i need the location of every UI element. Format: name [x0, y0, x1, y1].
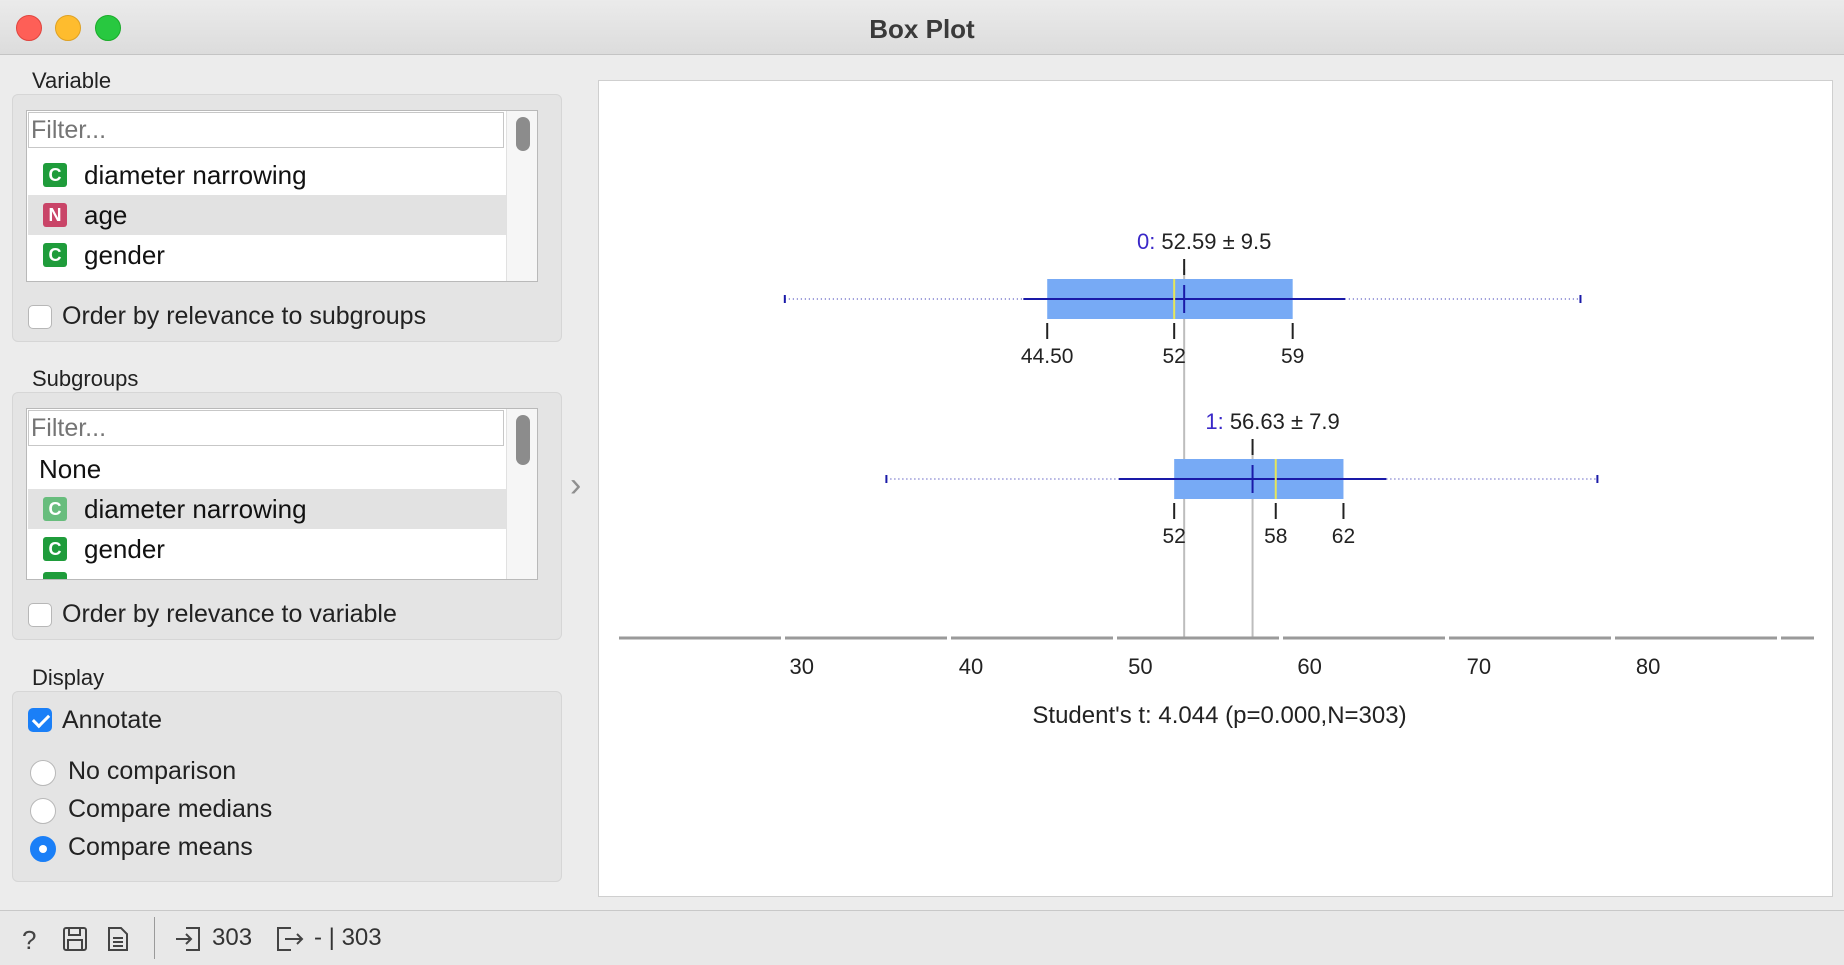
list-item-label: age [84, 200, 128, 230]
maximize-window-button[interactable] [95, 15, 121, 41]
display-group-box [12, 691, 562, 882]
x-tick-label: 40 [959, 654, 983, 679]
annotate-label: Annotate [62, 706, 163, 734]
input-data-icon [176, 927, 200, 951]
categorical-type-icon: C [43, 243, 67, 267]
variable-item-diameter-narrowing[interactable]: C diameter narrowing [28, 155, 506, 195]
subgroups-list-scroll-thumb[interactable] [516, 415, 530, 465]
quartile-label: 58 [1264, 525, 1287, 548]
input-count: 303 [212, 924, 253, 951]
compare-medians-label: Compare medians [68, 795, 273, 823]
numeric-type-icon: N [43, 203, 67, 227]
categorical-type-icon: C [43, 497, 67, 521]
report-icon[interactable] [106, 926, 130, 952]
variable-item-gender[interactable]: C gender [28, 235, 506, 275]
status-separator [154, 917, 155, 959]
annotate-checkbox[interactable] [28, 708, 52, 732]
variable-list[interactable]: C diameter narrowing N age C gender [26, 110, 538, 282]
list-item-label: diameter narrowing [84, 494, 307, 524]
subgroups-section-label: Subgroups [32, 366, 139, 391]
compare-means-radio[interactable] [30, 836, 56, 862]
list-item-label: None [39, 454, 102, 484]
order-by-relevance-variable-checkbox[interactable] [28, 603, 52, 627]
subgroups-filter-input[interactable] [28, 410, 504, 446]
x-tick-label: 70 [1467, 654, 1491, 679]
collapse-panel-chevron-icon[interactable]: › [570, 466, 582, 504]
x-tick-label: 30 [790, 654, 814, 679]
order-by-relevance-subgroups-label: Order by relevance to subgroups [62, 302, 427, 330]
group-mean-sd: 52.59 ± 9.5 [1155, 229, 1271, 254]
subgroup-item-gender[interactable]: C gender [28, 529, 506, 569]
categorical-type-icon: C [43, 163, 67, 187]
close-window-button[interactable] [16, 15, 42, 41]
minimize-window-button[interactable] [55, 15, 81, 41]
save-icon[interactable] [62, 926, 88, 952]
compare-medians-radio[interactable] [30, 798, 56, 824]
help-icon[interactable]: ? [22, 925, 37, 955]
subgroup-item-diameter-narrowing[interactable]: C diameter narrowing [28, 489, 506, 529]
variable-item-age[interactable]: N age [28, 195, 506, 235]
output-data-icon [277, 927, 304, 951]
variable-list-scrollbar[interactable] [506, 111, 537, 281]
x-tick-label: 80 [1636, 654, 1660, 679]
title-bar: Box Plot [0, 0, 1844, 55]
categorical-type-icon [43, 572, 67, 579]
categorical-type-icon: C [43, 537, 67, 561]
compare-means-label: Compare means [68, 833, 253, 861]
quartile-label: 59 [1281, 345, 1304, 368]
subgroups-list-scrollbar[interactable] [506, 409, 537, 579]
quartile-label: 44.50 [1021, 345, 1074, 368]
subgroups-list[interactable]: None C diameter narrowing C gender [26, 408, 538, 580]
x-tick-label: 60 [1297, 654, 1321, 679]
order-by-relevance-subgroups-checkbox[interactable] [28, 305, 52, 329]
group-label: 0: [1137, 229, 1155, 254]
group-mean-sd: 56.63 ± 7.9 [1224, 409, 1340, 434]
list-item-label: gender [84, 240, 165, 270]
list-item-label: gender [84, 534, 165, 564]
status-bar: ? 303 - | 303 [0, 910, 1844, 965]
group-label: 1: [1205, 409, 1223, 434]
group-annotation: 0: 52.59 ± 9.5 [1137, 229, 1271, 254]
no-comparison-label: No comparison [68, 757, 237, 785]
group-annotation: 1: 56.63 ± 7.9 [1205, 409, 1339, 434]
quartile-label: 52 [1162, 345, 1185, 368]
order-by-relevance-variable-label: Order by relevance to variable [62, 600, 397, 628]
box-plot-canvas: 0: 52.59 ± 9.5 44.50 52 59 1: 56.63 ± 7.9 52 5… [598, 80, 1833, 897]
box-plot-chart: 0: 52.59 ± 9.5 44.50 52 59 1: 56.63 ± 7.9 52 5… [619, 229, 1814, 729]
x-tick-label: 50 [1128, 654, 1152, 679]
test-statistic-text: Student's t: 4.044 (p=0.000,N=303) [1032, 702, 1406, 729]
quartile-label: 62 [1332, 525, 1355, 548]
output-count: - | 303 [314, 924, 382, 951]
window-title: Box Plot [869, 14, 975, 44]
list-item-label: diameter narrowing [84, 160, 307, 190]
variable-list-scroll-thumb[interactable] [516, 117, 530, 151]
display-section-label: Display [32, 665, 105, 690]
subgroup-item-none[interactable]: None [28, 449, 506, 489]
variable-section-label: Variable [32, 68, 112, 93]
no-comparison-radio[interactable] [30, 760, 56, 786]
quartile-label: 52 [1162, 525, 1185, 548]
subgroup-item-partial [28, 569, 506, 579]
variable-filter-input[interactable] [28, 112, 504, 148]
